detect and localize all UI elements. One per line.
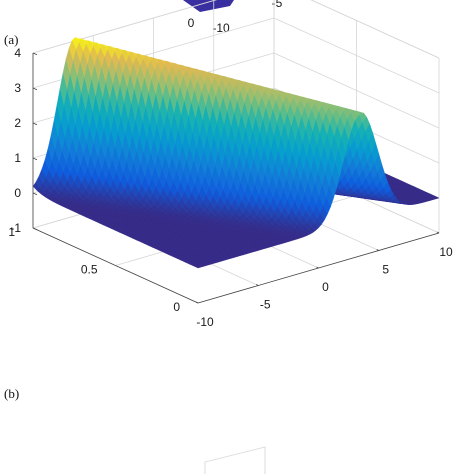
x-tick-mark-0 [195,301,199,304]
z-tick-label-3: 2 [14,116,21,130]
x-tick-label-2: 0 [322,280,329,294]
z-tick-mark-3 [32,122,38,126]
z-tick-mark-4 [32,87,38,91]
z-tick-mark-2 [32,157,38,161]
z-tick-label-5: 4 [14,46,21,60]
x-tick-mark-1 [256,284,259,286]
bottom-fragment-box [204,446,266,474]
x-tick-mark-3 [376,249,379,251]
z-tick-label-0: -1 [10,221,21,235]
y-tick-label-0: 0 [173,300,180,314]
x-tick-label-0: -10 [196,315,214,329]
top-tick-0: 0 [188,16,195,30]
surface-mesh [32,37,440,269]
x-tick-label-1: -5 [260,298,271,312]
y-tick-label-2: 1 [8,225,15,239]
z-tick-label-2: 1 [14,151,21,165]
z-tick-mark-0 [32,227,38,231]
x-tick-label-4: 10 [439,245,453,259]
x-tick-mark-2 [316,266,319,269]
panel-label-b: (b) [4,386,19,401]
surface-patch [431,195,440,200]
top-fragment-surface [183,0,234,12]
x-tick-mark-4 [436,231,440,234]
top-tick-minus10: -10 [212,21,230,35]
axes-layer [32,52,440,304]
top-tick-minus5: -5 [272,0,283,10]
y-axis-line [32,227,199,304]
z-tick-label-4: 3 [14,81,21,95]
z-tick-mark-5 [32,52,38,56]
z-tick-label-1: 0 [14,186,21,200]
y-tick-label-1: 0.5 [81,263,98,277]
z-tick-mark-1 [32,192,38,196]
x-tick-label-3: 5 [382,263,389,277]
panel-label-a: (a) [4,32,18,47]
grid-top-edge-1 [310,0,440,59]
